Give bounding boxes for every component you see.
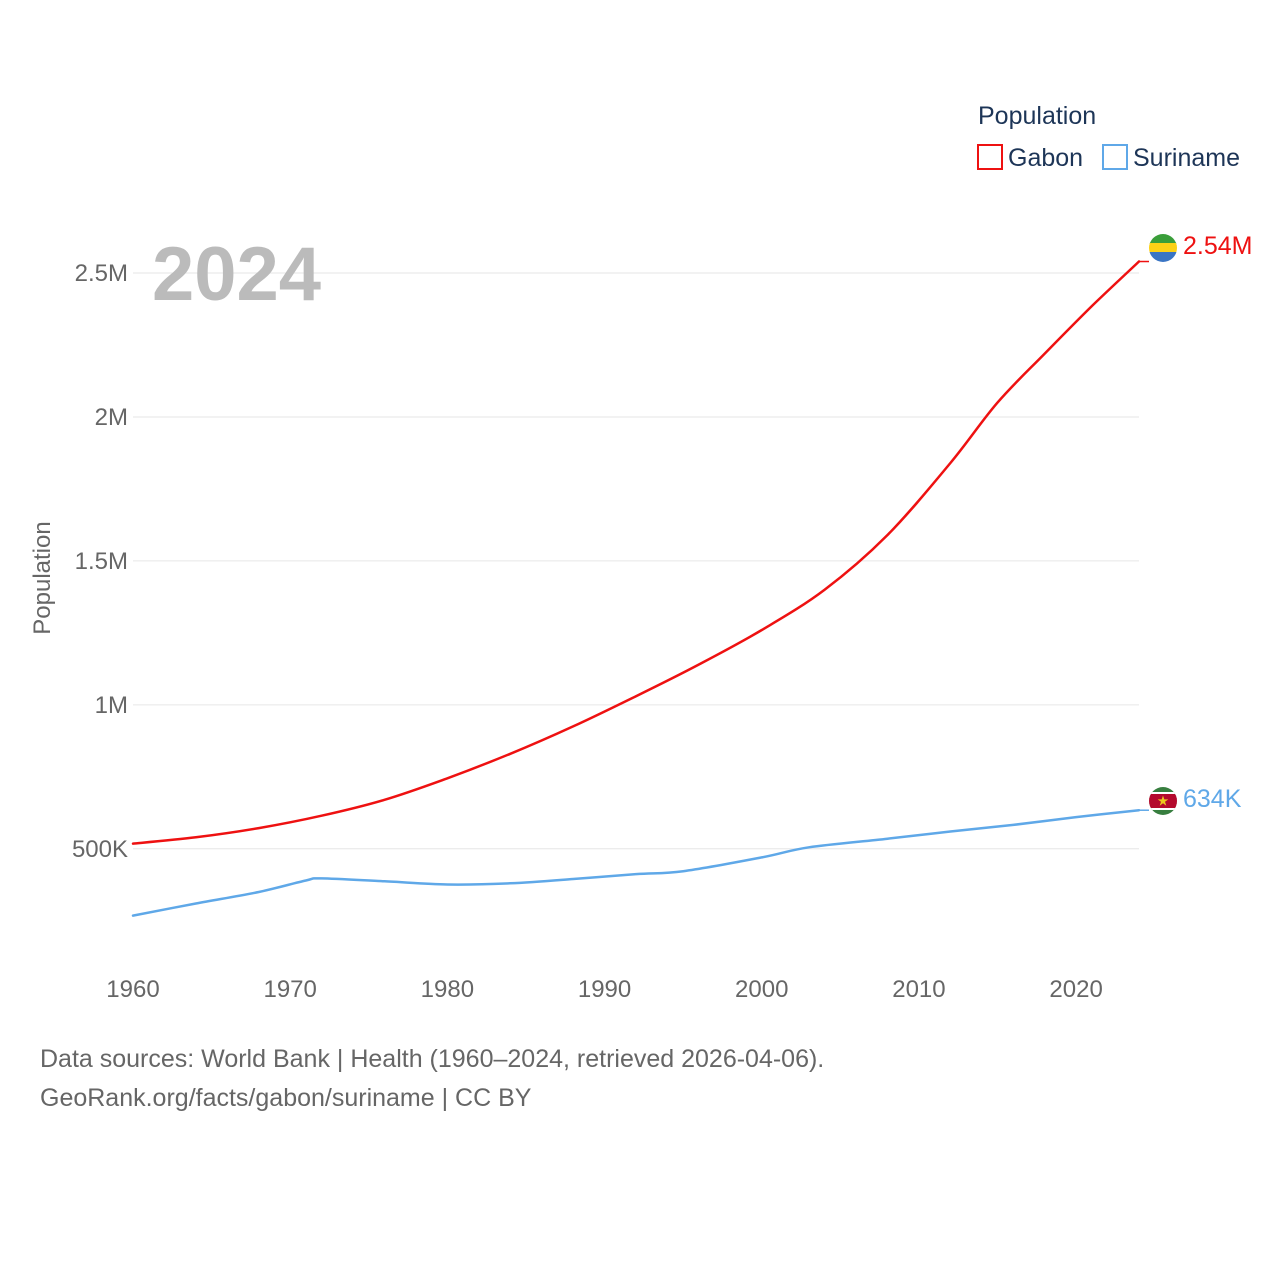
y-tick-label: 1M (95, 692, 128, 719)
y-axis-ticks: 500K 1M 1.5M 2M 2.5M (72, 260, 128, 863)
end-label-suriname: 634K (1183, 785, 1242, 813)
legend-label-suriname: Suriname (1133, 144, 1240, 172)
y-tick-label: 2M (95, 404, 128, 431)
end-label-gabon: 2.54M (1183, 232, 1252, 260)
legend-swatch-suriname (1102, 144, 1128, 170)
legend-label-gabon: Gabon (1008, 144, 1083, 172)
x-tick-label: 1960 (106, 976, 159, 1003)
series-line-gabon (131, 260, 1141, 845)
legend-title: Population (978, 102, 1096, 130)
series-line-suriname (131, 808, 1141, 917)
source-link[interactable]: GeoRank.org/facts/gabon/suriname | CC BY (40, 1084, 532, 1112)
x-tick-label: 2010 (892, 976, 945, 1003)
x-tick-label: 2020 (1049, 976, 1102, 1003)
series-lines (131, 260, 1141, 917)
gabon-flag-icon (1149, 234, 1177, 262)
y-tick-label: 500K (72, 836, 128, 863)
legend-item-suriname[interactable]: Suriname (1102, 144, 1240, 172)
y-axis-label: Population (29, 521, 56, 634)
x-tick-label: 1970 (263, 976, 316, 1003)
legend-item-gabon[interactable]: Gabon (977, 144, 1083, 172)
line-chart: 500K 1M 1.5M 2M 2.5M 1960 1970 1980 1990 2000 201… (29, 102, 1252, 1003)
x-tick-label: 2000 (735, 976, 788, 1003)
y-tick-label: 1.5M (75, 548, 128, 575)
x-tick-label: 1990 (578, 976, 631, 1003)
year-label: 2024 (152, 232, 321, 317)
series-end-markers (1139, 260, 1149, 811)
data-sources-note: Data sources: World Bank | Health (1960–… (40, 1045, 825, 1073)
y-tick-label: 2.5M (75, 260, 128, 287)
suriname-flag-icon (1149, 787, 1177, 815)
x-tick-label: 1980 (421, 976, 474, 1003)
legend-swatch-gabon (977, 144, 1003, 170)
legend: Population Gabon Suriname (977, 102, 1240, 172)
gridlines (133, 272, 1139, 850)
x-axis-ticks: 1960 1970 1980 1990 2000 2010 2020 (106, 976, 1103, 1003)
